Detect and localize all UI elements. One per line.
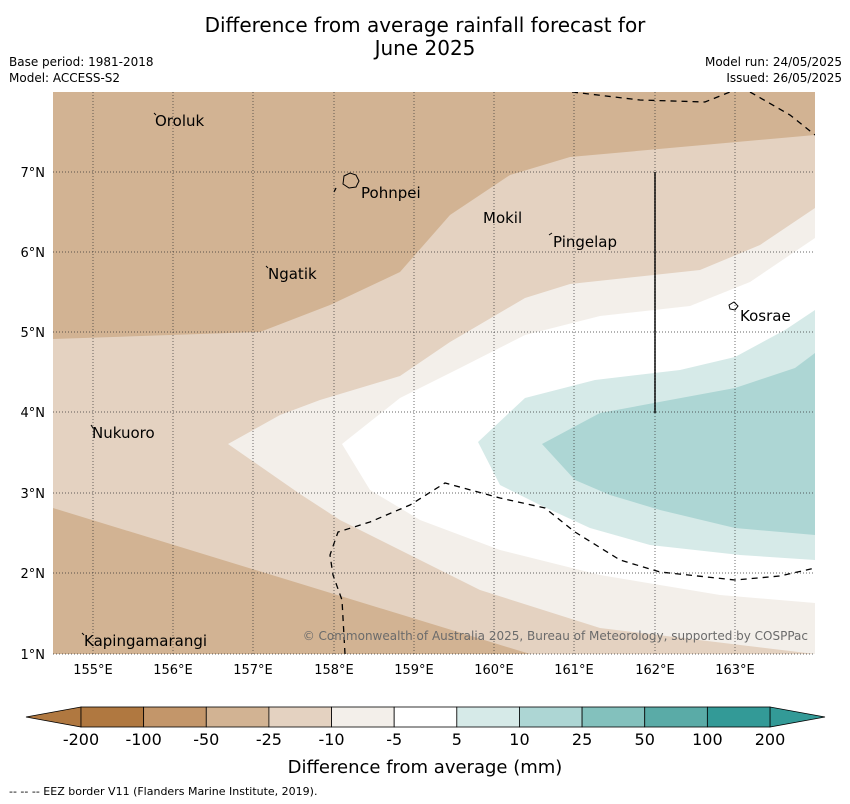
place-label-oroluk: Oroluk xyxy=(155,112,204,130)
lat-axis-labels: 1°N 2°N 3°N 4°N 5°N 6°N 7°N xyxy=(21,166,46,663)
lon-tick-label: 163°E xyxy=(715,663,755,678)
place-label-mokil: Mokil xyxy=(483,209,522,227)
colorbar-tick-label: -25 xyxy=(256,730,282,749)
lat-tick-label: 1°N xyxy=(21,648,46,663)
lon-tick-label: 157°E xyxy=(233,663,273,678)
colorbar-swatch xyxy=(519,706,583,728)
rainfall-contours xyxy=(53,92,815,654)
colorbar-tick-label: 25 xyxy=(572,730,592,749)
colorbar-swatch xyxy=(205,706,270,728)
colorbar-tick-label: 100 xyxy=(692,730,723,749)
lon-tick-label: 158°E xyxy=(314,663,354,678)
colorbar-tick-label: 5 xyxy=(452,730,462,749)
kapingamarangi-island-mark xyxy=(81,632,85,636)
colorbar-tick-label: -100 xyxy=(125,730,161,749)
colorbar-tick-label: -5 xyxy=(386,730,402,749)
lat-tick-label: 6°N xyxy=(21,246,46,261)
lat-tick-label: 3°N xyxy=(21,487,46,502)
meta-right: Model run: 24/05/2025 Issued: 26/05/2025 xyxy=(705,54,842,86)
colorbar-tick-label: 10 xyxy=(509,730,529,749)
colorbar-tick-label: -200 xyxy=(63,730,99,749)
colorbar-swatch xyxy=(581,706,646,728)
colorbar-tick-label: 50 xyxy=(635,730,655,749)
place-label-pingelap: Pingelap xyxy=(553,233,617,251)
lon-tick-label: 160°E xyxy=(474,663,514,678)
lat-tick-label: 2°N xyxy=(21,567,46,582)
lat-tick-label: 4°N xyxy=(21,406,46,421)
base-period: Base period: 1981-2018 xyxy=(9,55,154,69)
meta-left: Base period: 1981-2018 Model: ACCESS-S2 xyxy=(9,54,154,86)
lon-axis-labels: 155°E 156°E 157°E 158°E 159°E 160°E 161°… xyxy=(73,663,755,678)
colorbar-swatch xyxy=(268,706,332,728)
model-name: Model: ACCESS-S2 xyxy=(9,71,121,85)
contour-plus10 xyxy=(542,353,815,535)
map-title: Difference from average rainfall forecas… xyxy=(0,14,850,60)
colorbar-swatch xyxy=(393,706,458,728)
eez-legend-note: -- -- -- EEZ border V11 (Flanders Marine… xyxy=(9,785,318,798)
lon-tick-label: 161°E xyxy=(554,663,594,678)
colorbar-extend-left xyxy=(25,706,82,728)
colorbar-swatch xyxy=(644,706,708,728)
pingelap-island-mark xyxy=(548,232,553,236)
lon-tick-label: 155°E xyxy=(73,663,113,678)
colorbar-swatch xyxy=(706,706,771,728)
issued-date: Issued: 26/05/2025 xyxy=(726,71,842,85)
nukuoro-island-mark xyxy=(90,424,94,429)
place-label-kosrae: Kosrae xyxy=(740,307,791,325)
islands xyxy=(81,112,739,636)
colorbar-extend-right xyxy=(769,706,826,728)
colorbar-swatch xyxy=(456,706,520,728)
eez-border-north xyxy=(571,92,815,136)
lon-tick-label: 156°E xyxy=(153,663,193,678)
colorbar-swatch xyxy=(80,706,145,728)
place-label-pohnpei: Pohnpei xyxy=(361,184,421,202)
place-label-kapingamarangi: Kapingamarangi xyxy=(84,632,207,650)
place-labels: Oroluk Pohnpei Mokil Pingelap Ngatik Kos… xyxy=(84,112,791,650)
colorbar: -200 -100 -50 -25 -10 -5 5 10 25 50 100 200 xyxy=(25,706,826,749)
place-label-ngatik: Ngatik xyxy=(268,265,317,283)
kosrae-island-shape xyxy=(728,301,739,311)
title-line-2: June 2025 xyxy=(374,36,476,60)
ngatik-island-mark xyxy=(265,265,269,269)
gridlines xyxy=(53,92,815,655)
colorbar-swatch xyxy=(331,706,395,728)
colorbar-tick-label: -50 xyxy=(193,730,219,749)
oroluk-island-mark xyxy=(153,112,157,116)
lat-tick-label: 7°N xyxy=(21,166,46,181)
place-label-nukuoro: Nukuoro xyxy=(92,424,155,442)
colorbar-title: Difference from average (mm) xyxy=(288,757,563,778)
eez-border-south xyxy=(329,482,815,654)
pohnpei-island-shape xyxy=(342,172,360,189)
model-run: Model run: 24/05/2025 xyxy=(704,55,842,69)
colorbar-tick-label: 200 xyxy=(755,730,786,749)
copyright-note: © Commonwealth of Australia 2025, Bureau… xyxy=(303,629,808,643)
lon-tick-label: 159°E xyxy=(394,663,434,678)
title-line-1: Difference from average rainfall forecas… xyxy=(204,13,646,37)
lon-tick-label: 162°E xyxy=(635,663,675,678)
colorbar-swatch xyxy=(143,706,207,728)
colorbar-tick-label: -10 xyxy=(318,730,344,749)
lat-tick-label: 5°N xyxy=(21,326,46,341)
